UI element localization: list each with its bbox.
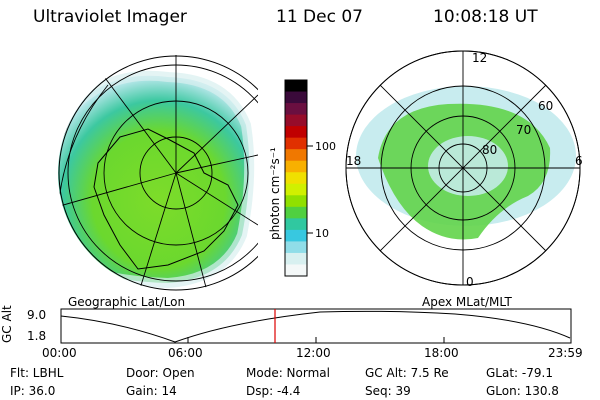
colorbar-block (285, 103, 307, 116)
mlat-label-70: 70 (516, 123, 531, 137)
colorbar-block (285, 137, 307, 150)
mlt-label-12: 12 (472, 51, 487, 65)
time-tick-1200: 12:00 (296, 346, 331, 360)
colorbar-block (285, 172, 307, 185)
time-tick-2359: 23:59 (548, 346, 583, 360)
altitude-curve (60, 310, 571, 343)
altitude-timeline (60, 308, 572, 344)
seq-info: Seq: 39 (365, 384, 411, 398)
magnetic-caption: Apex MLat/MLT (422, 295, 512, 309)
geographic-caption: Geographic Lat/Lon (68, 295, 186, 309)
color-scale-bar: 100 10 (284, 79, 336, 277)
ip-info: IP: 36.0 (10, 384, 56, 398)
colorbar-block (285, 126, 307, 139)
color-scale-blocks (285, 80, 307, 277)
colorbar-tick-10: 10 (315, 227, 329, 240)
mlat-label-80: 80 (482, 143, 497, 157)
colorbar-block (285, 229, 307, 242)
observation-date: 11 Dec 07 (276, 7, 363, 27)
colorbar-block (285, 91, 307, 104)
instrument-title: Ultraviolet Imager (33, 7, 187, 27)
magnetic-polar-plot: 12 18 6 0 60 70 80 (345, 50, 583, 289)
filter-info: Flt: LBHL (10, 366, 64, 380)
time-tick-0600: 06:00 (168, 346, 203, 360)
time-tick-0000: 00:00 (42, 346, 77, 360)
time-tick-1800: 18:00 (424, 346, 459, 360)
colorbar-block (285, 149, 307, 162)
antarctica-coastline (93, 128, 239, 270)
colorbar-block (285, 252, 307, 265)
timeline-tick-bottom: 1.8 (27, 329, 47, 343)
colorbar-block (285, 195, 307, 208)
mlt-label-18: 18 (346, 154, 361, 168)
timeline-tick-top: 9.0 (27, 308, 47, 322)
mlt-label-00: 0 (466, 275, 474, 289)
colorbar-tick-100: 100 (315, 140, 336, 153)
mlat-mlt-grid (345, 50, 581, 286)
door-info: Door: Open (126, 366, 195, 380)
mode-info: Mode: Normal (246, 366, 330, 380)
colorbar-block (285, 264, 307, 277)
gain-info: Gain: 14 (126, 384, 177, 398)
colorbar-block (285, 114, 307, 127)
mlt-label-06: 6 (575, 154, 583, 168)
glon-info: GLon: 130.8 (486, 384, 559, 398)
observation-time: 10:08:18 UT (433, 7, 538, 27)
colorbar-block (285, 160, 307, 173)
timeline-axis-label: GC Alt (0, 305, 14, 343)
aurora-emission-geo (58, 75, 250, 283)
colorbar-units-label: photon cm⁻²s⁻¹ (268, 147, 282, 240)
dsp-info: Dsp: -4.4 (246, 384, 301, 398)
colorbar-block (285, 206, 307, 219)
colorbar-block (285, 183, 307, 196)
mlat-label-60: 60 (538, 99, 553, 113)
colorbar-block (285, 218, 307, 231)
gc-alt-info: GC Alt: 7.5 Re (365, 366, 449, 380)
colorbar-block (285, 241, 307, 254)
colorbar-block (285, 80, 307, 93)
geographic-map (58, 55, 258, 291)
glat-info: GLat: -79.1 (486, 366, 553, 380)
